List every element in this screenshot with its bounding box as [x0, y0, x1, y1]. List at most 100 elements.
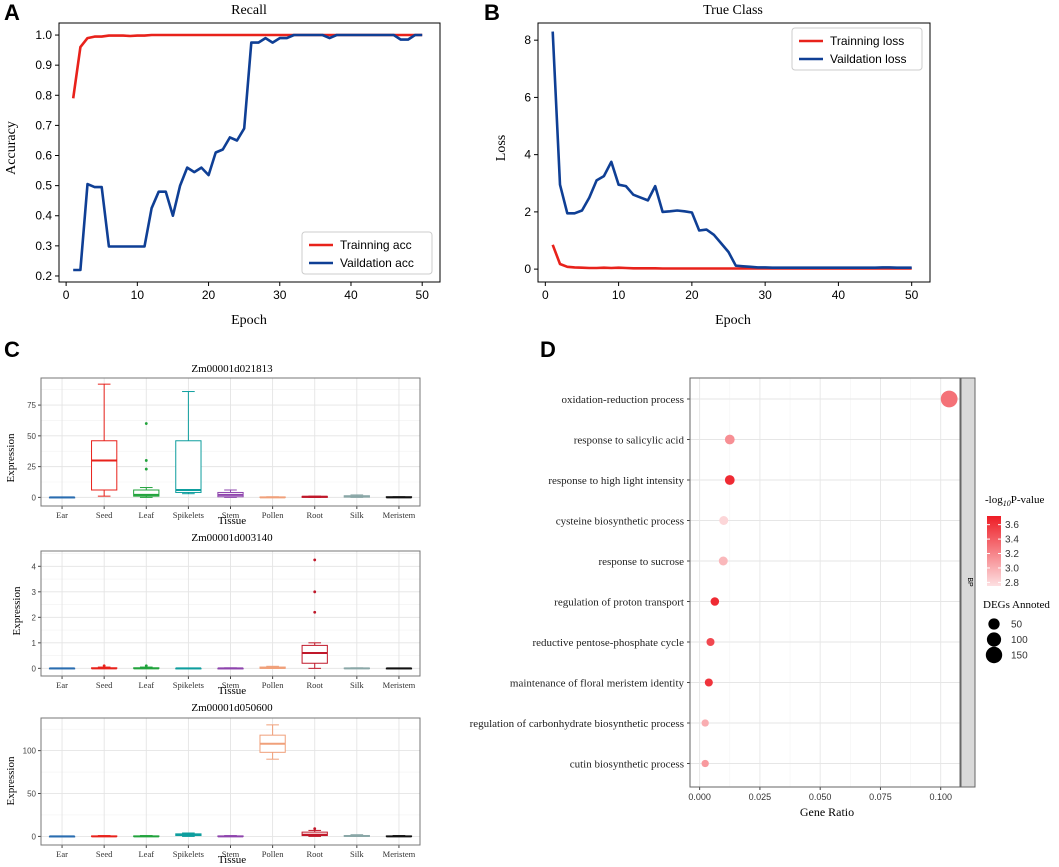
- y-tick-label: 2: [32, 613, 37, 622]
- legend-box: [301, 231, 433, 275]
- x-tick-label: Seed: [96, 680, 113, 690]
- box-leaf: [133, 489, 160, 497]
- x-tick-label: Ear: [56, 680, 68, 690]
- term-dot: [701, 759, 709, 768]
- chart-title: Zm00001d050600: [191, 702, 273, 714]
- term-dot: [940, 390, 958, 408]
- plot-background: [690, 378, 960, 787]
- chart-true-class: True Class Epoch Loss 0 10 20 30 40 50 0 2 4 6 8 Tr…: [494, 3, 931, 328]
- term-label: cysteine biosynthetic process: [556, 516, 684, 528]
- y-tick-label: 0.9: [35, 58, 52, 72]
- plot-frame: [40, 550, 421, 677]
- y-tick-label: 2: [524, 205, 531, 219]
- y-tick-label: 4: [32, 562, 37, 571]
- x-tick-label: 0: [542, 288, 549, 302]
- y-tick-label: 0.7: [35, 118, 52, 132]
- box-spikelets: [175, 440, 202, 493]
- color-bar-label: 3.6: [1005, 520, 1019, 531]
- x-tick-label: Root: [306, 680, 323, 690]
- term-dot: [704, 678, 713, 687]
- panel-label-a: A: [4, 0, 20, 25]
- x-axis-label: Epoch: [715, 313, 751, 328]
- x-tick-label: Silk: [350, 680, 364, 690]
- box-outlier: [102, 664, 106, 668]
- y-tick-label: 0.4: [35, 209, 52, 223]
- legend-label: Vaildation acc: [340, 256, 414, 270]
- chart-recall: Recall Epoch Accuracy 0 10 20 30 40 50 0.2 0.3 0…: [4, 3, 441, 328]
- x-tick-label: 50: [416, 288, 430, 302]
- x-tick-label: Silk: [350, 510, 364, 520]
- facet-label: BP: [966, 577, 973, 587]
- y-tick-label: 0: [524, 262, 531, 276]
- term-dot: [718, 556, 728, 566]
- y-tick-label: 25: [27, 463, 36, 472]
- x-tick-label: Ear: [56, 510, 68, 520]
- x-tick-label: 0: [63, 288, 70, 302]
- box-outlier: [313, 558, 317, 562]
- size-legend-label: 50: [1011, 620, 1023, 631]
- chart-title: Recall: [231, 3, 267, 18]
- box-outlier: [313, 610, 317, 614]
- size-legend-title: DEGs Annoted: [983, 599, 1050, 611]
- legend-box: [791, 27, 923, 71]
- x-tick-label: 40: [832, 288, 846, 302]
- x-tick-label: 40: [344, 288, 358, 302]
- y-tick-label: 8: [524, 33, 531, 47]
- term-label: regulation of carbonhydrate biosynthetic…: [470, 718, 684, 730]
- color-bar-label: 2.8: [1005, 578, 1019, 589]
- chart-go-enrichment: Gene Ratio 0.000 0.025 0.050 0.075 0.100 oxid…: [470, 377, 1050, 819]
- y-tick-label: 0.2: [35, 269, 52, 283]
- plot-frame: [40, 717, 421, 846]
- term-label: regulation of proton transport: [554, 597, 684, 609]
- x-tick-label: 10: [612, 288, 626, 302]
- x-tick-label: Pollen: [262, 849, 284, 859]
- x-axis-label: Tissue: [218, 854, 246, 866]
- x-tick-label: Pollen: [262, 680, 284, 690]
- box-outlier: [313, 590, 317, 594]
- x-tick-label: Seed: [96, 510, 113, 520]
- size-legend-label: 150: [1011, 651, 1028, 662]
- y-tick-label: 0: [32, 493, 37, 502]
- y-tick-label: 4: [524, 148, 531, 162]
- panel-label-d: D: [540, 337, 556, 362]
- term-dot: [719, 516, 729, 525]
- y-tick-label: 50: [27, 790, 36, 799]
- y-tick-label: 75: [27, 401, 36, 410]
- x-tick-label: 30: [758, 288, 772, 302]
- color-bar-label: 3.4: [1005, 535, 1019, 546]
- term-label: response to sucrose: [598, 556, 684, 568]
- chart-title: Zm00001d003140: [191, 532, 273, 544]
- y-tick-label: 0.3: [35, 239, 52, 253]
- x-tick-label: Pollen: [262, 510, 284, 520]
- x-tick-label: 10: [131, 288, 145, 302]
- size-legend-label: 100: [1011, 635, 1028, 646]
- plot-frame: [58, 22, 441, 283]
- y-tick-label: 0.8: [35, 88, 52, 102]
- x-tick-label: Stem: [222, 510, 240, 520]
- size-legend-dot: [986, 632, 1002, 647]
- x-tick-label: 0.025: [749, 792, 772, 802]
- legend-label: Vaildation loss: [830, 52, 907, 66]
- x-tick-label: 0.075: [869, 792, 892, 802]
- x-tick-label: 0.100: [929, 792, 952, 802]
- x-tick-label: Seed: [96, 849, 113, 859]
- y-tick-label: 0: [32, 664, 37, 673]
- plot-frame: [537, 22, 931, 283]
- y-tick-label: 1.0: [35, 28, 52, 42]
- color-bar: [987, 516, 1001, 586]
- term-dot: [701, 719, 709, 727]
- term-dot: [706, 637, 715, 647]
- y-axis-label: Expression: [5, 756, 17, 805]
- y-axis-label: Expression: [5, 433, 17, 482]
- color-legend-title: -log10P-value: [985, 494, 1044, 508]
- y-tick-label: 100: [23, 747, 37, 756]
- box-outlier: [144, 422, 148, 425]
- boxplot-zm00001d021813: Zm00001d021813 Tissue Expression 0 25 50 75…: [5, 363, 421, 527]
- x-tick-label: Leaf: [138, 510, 154, 520]
- y-tick-label: 0: [32, 832, 37, 841]
- x-tick-label: 50: [905, 288, 919, 302]
- box-seed: [91, 440, 118, 491]
- boxplot-zm00001d003140: Zm00001d003140 Tissue Expression 0 1 2 3 4 Ea…: [11, 532, 421, 697]
- x-axis-label: Gene Ratio: [800, 805, 854, 819]
- x-tick-label: 20: [202, 288, 216, 302]
